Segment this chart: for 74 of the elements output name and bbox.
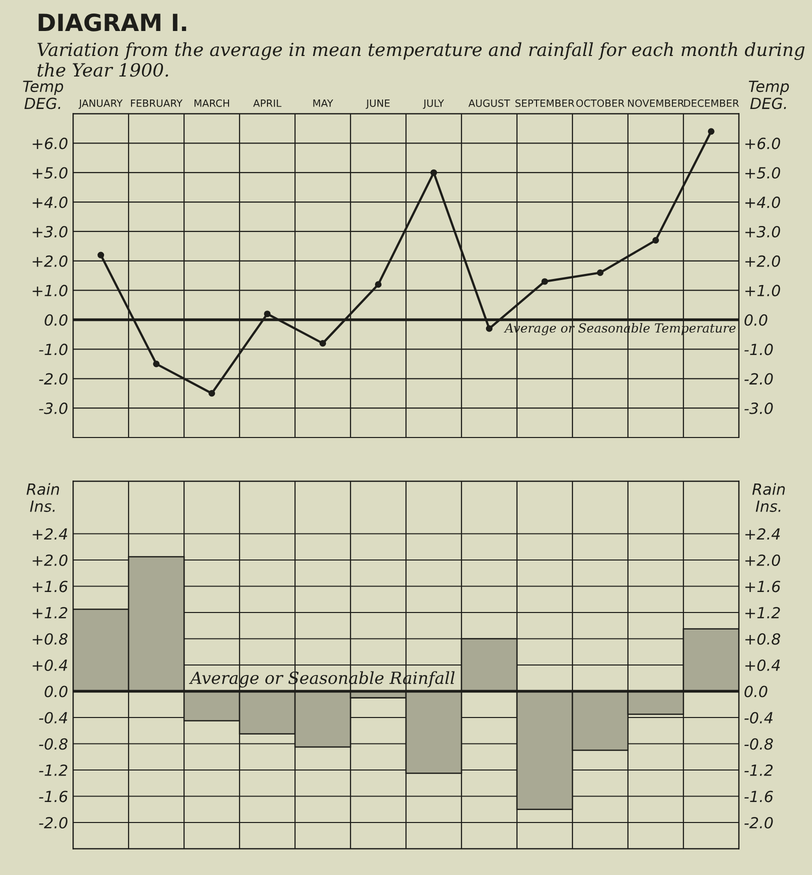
y-tick-label: -0.4: [39, 712, 68, 724]
y2-tick-label: 0.0: [744, 686, 768, 698]
point: [208, 390, 216, 397]
y-tick-label: -3.0: [39, 402, 68, 414]
x-tick-label: OCTOBER: [576, 99, 624, 107]
point: [319, 340, 326, 347]
chart-title: DIAGRAM I.: [38, 13, 186, 32]
y-tick-label: +6.0: [32, 138, 68, 150]
y2-tick-label: -3.0: [744, 402, 773, 414]
y2-tick-label: -2.0: [744, 816, 773, 829]
y2-tick-label: -0.4: [744, 712, 772, 724]
y2-tick-label: +2.0: [745, 255, 780, 267]
y-axis-title: Temp DEG.: [23, 80, 64, 110]
y-tick-label: -2.0: [39, 373, 68, 385]
y-tick-label: +1.2: [32, 606, 68, 618]
y-tick-label: 0.0: [44, 314, 68, 326]
point: [430, 169, 438, 176]
y-tick-label: +1.6: [32, 580, 68, 592]
x-tick-label: AUGUST: [468, 99, 510, 107]
x-tick-label: JULY: [422, 100, 444, 109]
y2-tick-label: +6.0: [745, 138, 780, 150]
y-tick-label: +0.8: [32, 633, 68, 645]
y2-tick-label: +0.4: [745, 659, 780, 672]
y2-tick-label: +3.0: [745, 226, 780, 238]
y-tick-label: +2.0: [32, 255, 68, 267]
y2-tick-label: -1.2: [744, 764, 773, 776]
x-tick-label: NOVEMBER: [628, 99, 684, 107]
y-axis-title: Rain Ins.: [26, 483, 60, 512]
y-tick-label: 0.0: [44, 686, 68, 698]
y-tick-label: +1.0: [32, 284, 68, 296]
x-tick-label: DECEMBER: [684, 99, 739, 107]
y2-tick-label: 0.0: [744, 314, 768, 326]
y2-tick-label: +1.0: [745, 284, 780, 296]
x-tick-label: FEBRUARY: [131, 100, 183, 107]
y-tick-label: -1.6: [39, 790, 68, 802]
y2-tick-label: +1.2: [745, 606, 780, 618]
x-tick-label: JUNE: [366, 100, 390, 109]
x-tick-label: SEPTEMBER: [515, 99, 574, 107]
point: [708, 128, 714, 135]
point: [541, 278, 548, 285]
y-tick-label: +3.0: [32, 226, 68, 238]
x-tick-label: MARCH: [194, 99, 230, 107]
y2-tick-label: -0.8: [744, 738, 773, 750]
y2-tick-label: +2.4: [745, 528, 780, 540]
y2-tick-label: -1.0: [744, 344, 773, 356]
y-tick-label: -1.0: [39, 344, 68, 356]
y2-tick-label: +4.0: [745, 196, 780, 208]
y2-tick-label: +1.6: [745, 580, 780, 592]
y-tick-label: +2.0: [32, 554, 68, 566]
y-tick-label: -2.0: [39, 816, 68, 829]
point: [98, 252, 104, 258]
point: [486, 325, 493, 332]
point: [264, 310, 271, 318]
x-tick-label: APRIL: [253, 100, 282, 107]
y-tick-label: +5.0: [32, 167, 68, 179]
point: [652, 237, 659, 244]
y2-tick-label: +2.0: [745, 554, 780, 566]
y-tick-label: +4.0: [32, 196, 68, 208]
y-tick-label: -0.8: [39, 738, 68, 750]
x-tick-label: JANUARY: [78, 100, 123, 109]
y2-axis-title: Rain Ins.: [752, 483, 785, 512]
point: [596, 269, 604, 276]
chart-subtitle: Variation from the average in mean temperature and rainfall for each month during the Year 1900.: [37, 42, 805, 77]
y2-tick-label: -2.0: [744, 373, 773, 385]
y-tick-label: +2.4: [32, 528, 68, 540]
y2-tick-label: -1.6: [744, 790, 773, 802]
x-tick-label: MAY: [313, 100, 334, 107]
point: [153, 360, 160, 368]
point: [374, 281, 382, 288]
y2-axis-title: Temp DEG.: [748, 80, 789, 110]
y2-tick-label: +5.0: [745, 167, 780, 179]
y-tick-label: +0.4: [32, 659, 68, 672]
y-tick-label: -1.2: [39, 764, 68, 776]
y2-tick-label: +0.8: [745, 633, 780, 645]
